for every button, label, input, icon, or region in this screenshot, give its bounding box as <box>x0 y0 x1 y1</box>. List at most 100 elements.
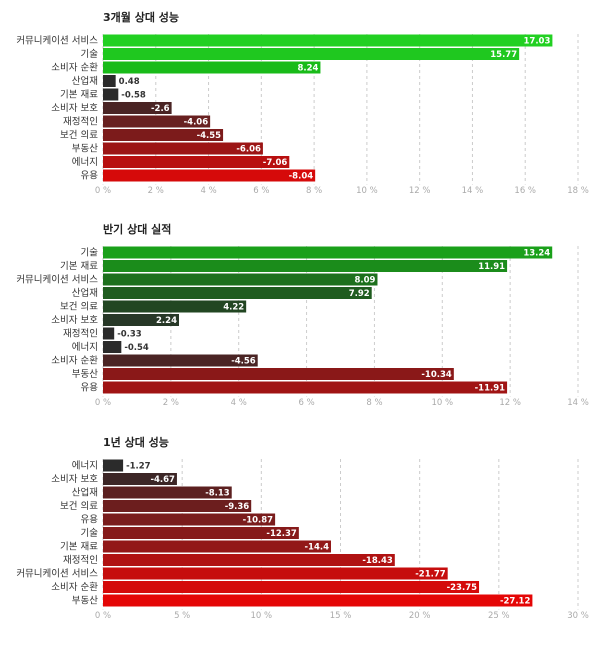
value-label: -7.06 <box>263 158 288 168</box>
x-tick-label: 25 % <box>488 611 510 621</box>
category-label: 재정적인 <box>63 554 98 566</box>
value-label: -4.56 <box>231 357 256 367</box>
x-tick-label: 12 % <box>409 186 431 196</box>
bar <box>103 527 299 539</box>
bar <box>103 129 224 141</box>
category-label: 기술 <box>81 49 99 60</box>
category-label: 보건 의료 <box>60 130 98 141</box>
value-label: -0.33 <box>117 330 142 340</box>
category-label: 재정적인 <box>63 327 98 339</box>
bar <box>103 341 122 353</box>
category-label: 소비자 보호 <box>51 103 98 114</box>
chart-title: 3개월 상대 성능 <box>103 10 179 24</box>
category-label: 커뮤니케이션 서비스 <box>16 35 98 46</box>
bar <box>103 287 372 299</box>
x-tick-label: 15 % <box>330 611 352 621</box>
category-label: 유용 <box>81 170 99 181</box>
x-tick-label: 8 % <box>366 398 382 408</box>
value-label: 4.22 <box>223 303 244 313</box>
bar <box>103 381 508 394</box>
value-label: -0.54 <box>124 343 149 353</box>
value-label: 17.03 <box>524 37 551 47</box>
x-tick-label: 0 % <box>95 611 111 621</box>
bar <box>103 273 378 286</box>
value-label: 13.24 <box>523 249 550 259</box>
bar <box>103 260 508 272</box>
x-tick-label: 6 % <box>253 186 269 196</box>
bar <box>103 327 115 340</box>
value-label: 15.77 <box>490 50 517 60</box>
bar <box>103 354 258 367</box>
bar <box>103 581 480 593</box>
x-tick-label: 0 % <box>95 186 111 196</box>
category-label: 보건 의료 <box>60 501 98 512</box>
bar <box>103 156 290 168</box>
value-label: -8.04 <box>289 172 314 182</box>
x-tick-label: 16 % <box>514 186 536 196</box>
bar <box>103 594 533 607</box>
value-label: -4.55 <box>197 131 222 141</box>
category-label: 커뮤니케이션 서비스 <box>16 568 98 579</box>
category-label: 기본 재료 <box>60 541 98 552</box>
value-label: -6.06 <box>236 145 261 155</box>
x-tick-label: 5 % <box>174 611 190 621</box>
value-label: -10.87 <box>243 516 273 526</box>
bar <box>103 554 395 566</box>
category-label: 에너지 <box>72 342 98 353</box>
bar <box>103 540 331 553</box>
value-label: -2.6 <box>151 104 170 114</box>
category-label: 유용 <box>81 514 99 525</box>
chart-title: 1년 상대 성능 <box>103 435 169 449</box>
x-tick-label: 12 % <box>499 398 521 408</box>
category-label: 소비자 순환 <box>51 61 98 73</box>
x-tick-label: 2 % <box>163 398 179 408</box>
value-label: -0.58 <box>121 91 146 101</box>
x-tick-label: 2 % <box>148 186 164 196</box>
value-label: -10.34 <box>421 370 451 380</box>
value-label: -4.06 <box>184 118 209 128</box>
value-label: -12.37 <box>266 529 296 539</box>
category-label: 에너지 <box>72 157 98 168</box>
chart-title: 반기 상대 실적 <box>103 222 171 236</box>
x-tick-label: 4 % <box>200 186 216 196</box>
category-label: 소비자 순환 <box>51 581 98 593</box>
x-tick-label: 10 % <box>251 611 273 621</box>
value-label: -1.27 <box>126 462 151 472</box>
bar <box>103 473 177 485</box>
value-label: 2.24 <box>156 316 177 326</box>
bar <box>103 368 454 380</box>
value-label: -11.91 <box>475 384 505 394</box>
bar <box>103 75 116 87</box>
category-label: 소비자 순환 <box>51 354 98 366</box>
x-tick-label: 20 % <box>409 611 431 621</box>
category-label: 부동산 <box>72 369 98 380</box>
value-label: -4.67 <box>150 475 175 485</box>
category-label: 기본 재료 <box>60 261 98 272</box>
bar <box>103 88 119 101</box>
x-tick-label: 10 % <box>431 398 453 408</box>
bar <box>103 459 124 472</box>
x-tick-label: 0 % <box>95 398 111 408</box>
bar <box>103 34 553 47</box>
x-tick-label: 14 % <box>567 398 589 408</box>
category-label: 산업재 <box>72 287 98 299</box>
category-label: 기술 <box>81 247 99 258</box>
category-label: 산업재 <box>72 75 98 87</box>
category-label: 부동산 <box>72 595 98 606</box>
value-label: 11.91 <box>478 262 505 272</box>
category-label: 기본 재료 <box>60 89 98 100</box>
value-label: -27.12 <box>500 597 530 607</box>
x-tick-label: 14 % <box>462 186 484 196</box>
value-label: -18.43 <box>362 556 392 566</box>
bar <box>103 314 179 326</box>
bar <box>103 142 263 155</box>
value-label: -23.75 <box>447 583 477 593</box>
x-tick-label: 8 % <box>306 186 322 196</box>
value-label: -8.13 <box>205 489 230 499</box>
x-tick-label: 30 % <box>567 611 589 621</box>
category-label: 보건 의료 <box>60 301 98 312</box>
category-label: 기술 <box>81 528 99 539</box>
value-label: -9.36 <box>225 502 250 512</box>
bar <box>103 61 321 74</box>
value-label: -14.4 <box>305 543 330 553</box>
